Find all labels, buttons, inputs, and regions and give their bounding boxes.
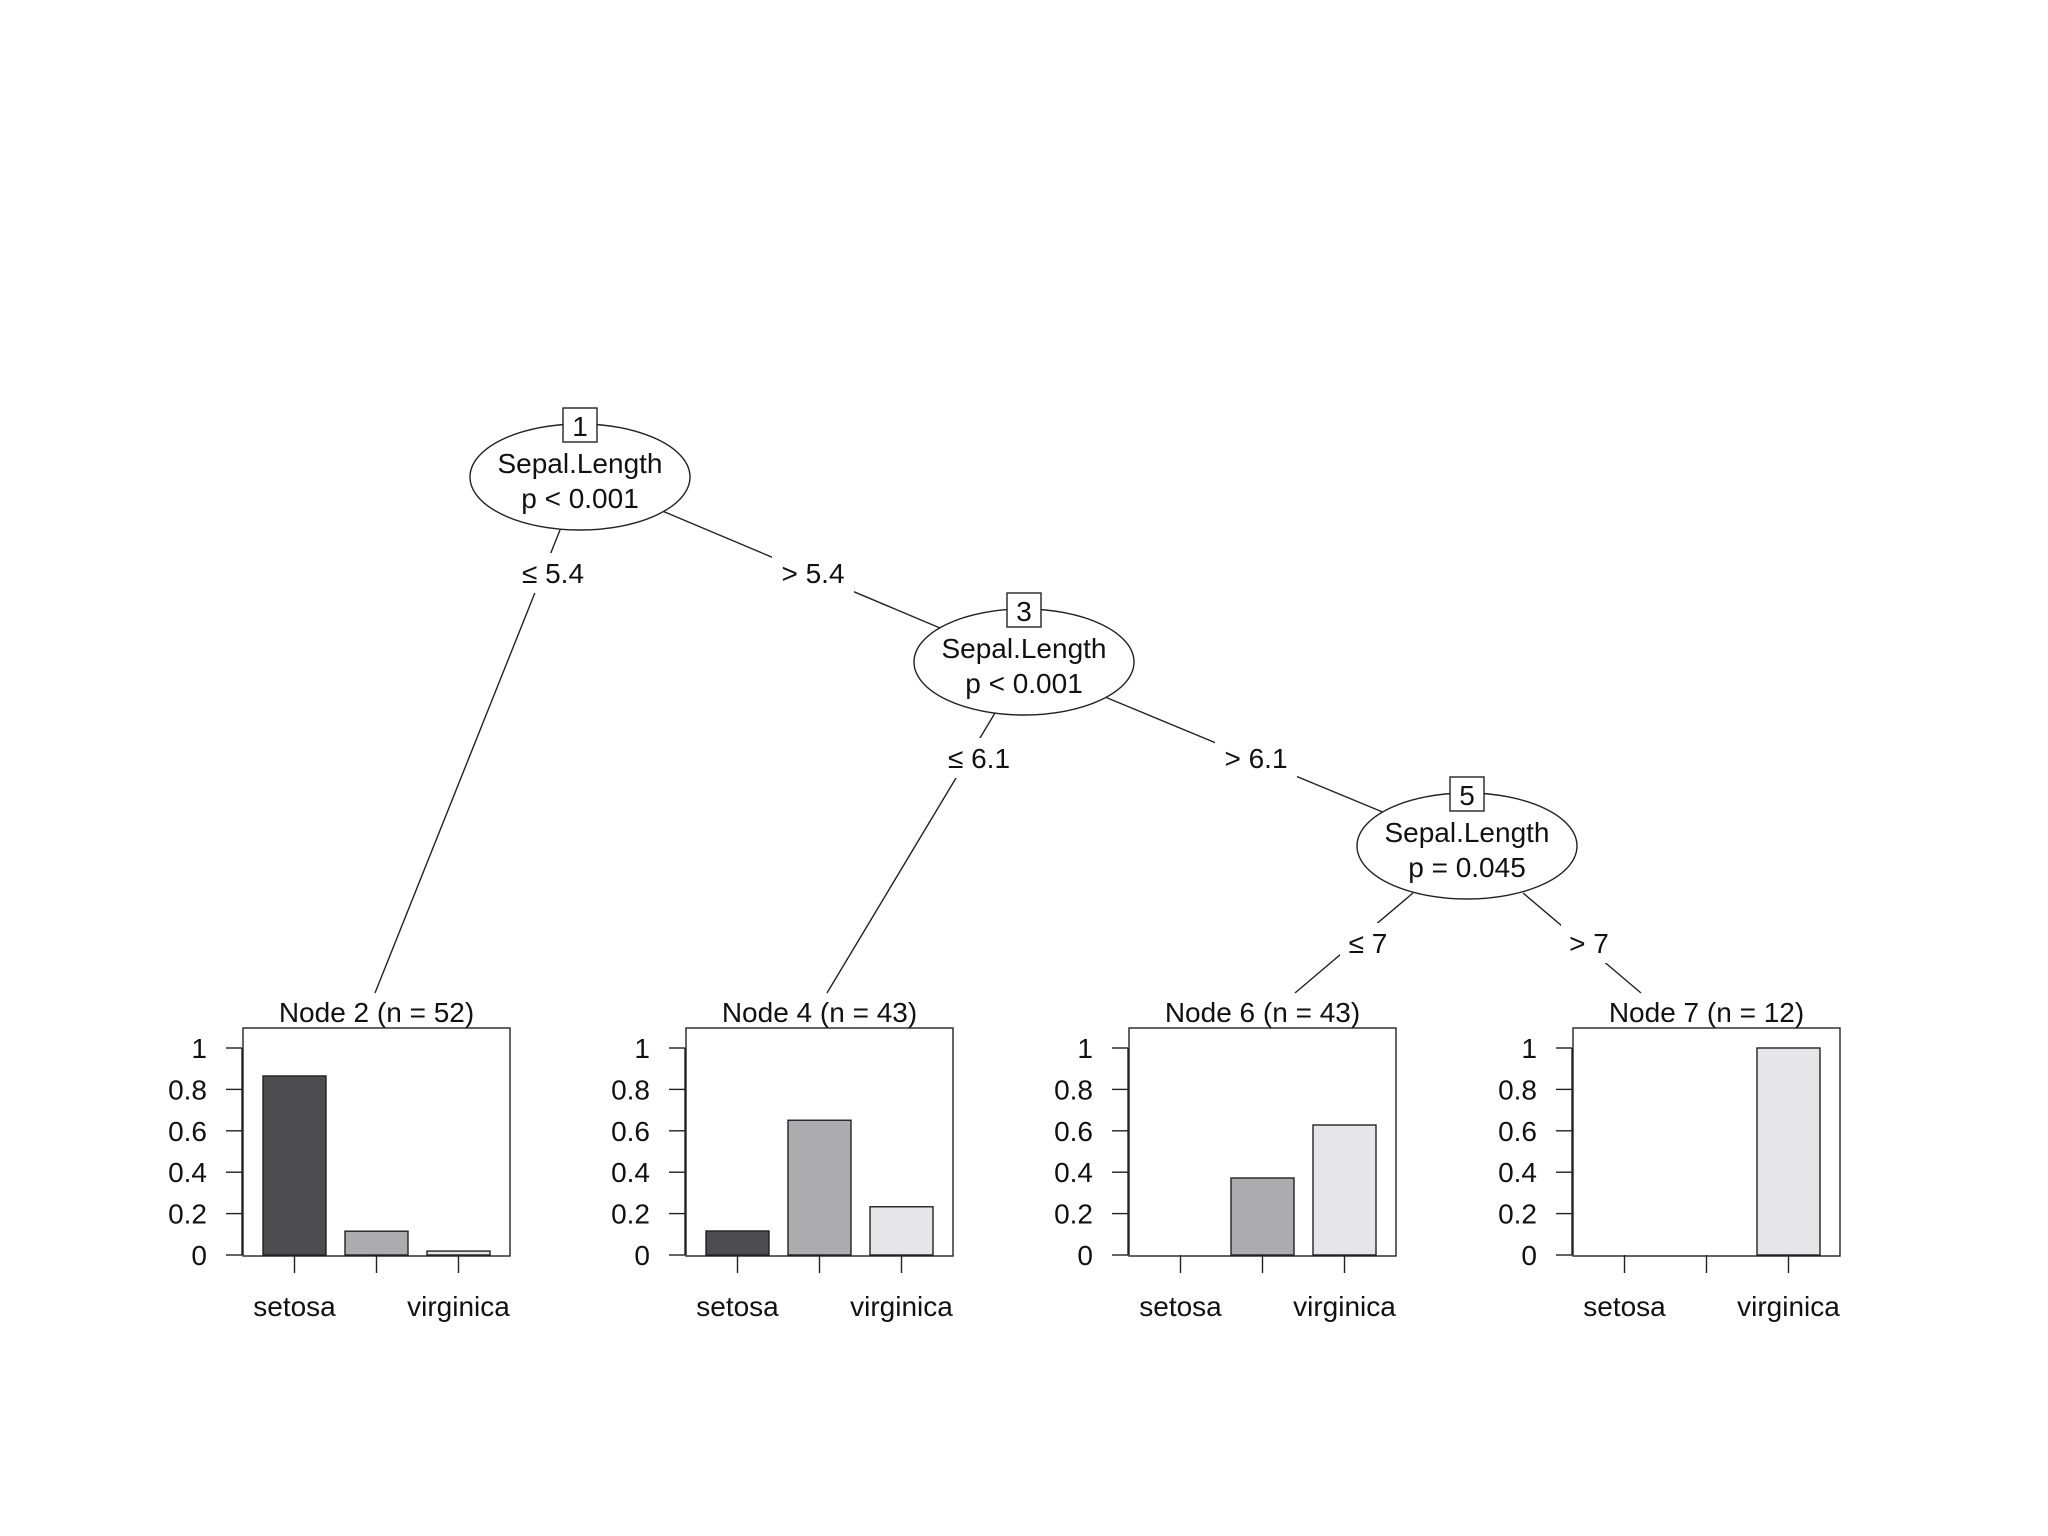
node-id: 3 (1016, 596, 1032, 627)
node-variable: Sepal.Length (941, 633, 1106, 664)
bar-setosa (705, 1230, 770, 1256)
node-id: 1 (572, 411, 588, 442)
bar-versicolor (1230, 1177, 1295, 1256)
x-tick-label-setosa: setosa (253, 1291, 336, 1322)
y-tick-label: 0.6 (1054, 1116, 1093, 1147)
y-tick-label: 0.2 (1498, 1199, 1537, 1230)
node-id-box (1006, 592, 1042, 628)
y-tick-label: 0 (1521, 1240, 1537, 1271)
terminal-node-4: Node 4 (n = 43) 0 0.2 0.4 0.6 0.8 1 setosa virgi… (611, 997, 954, 1322)
y-tick-label: 0.6 (168, 1116, 207, 1147)
y-tick-label: 0.8 (1498, 1074, 1537, 1105)
edge-label-5-6: ≤ 7 (1349, 928, 1388, 959)
y-tick-label: 0.2 (1054, 1199, 1093, 1230)
x-tick-label-virginica: virginica (1293, 1291, 1396, 1322)
bar-virginica (869, 1206, 934, 1256)
x-tick-label-setosa: setosa (1583, 1291, 1666, 1322)
y-tick-label: 0 (634, 1240, 650, 1271)
x-tick-label-virginica: virginica (407, 1291, 510, 1322)
node-title: Node 4 (n = 43) (722, 997, 917, 1028)
node-variable: Sepal.Length (1384, 817, 1549, 848)
node-id: 5 (1459, 780, 1475, 811)
y-tick-label: 0.4 (168, 1157, 207, 1188)
edge-label-5-7: > 7 (1569, 928, 1609, 959)
bar-virginica (1312, 1124, 1377, 1256)
terminal-node-panels: Node 2 (n = 52) 0 0.2 0.4 0.6 0.8 1 setosa virgi… (168, 997, 1841, 1322)
x-tick-label-virginica: virginica (1737, 1291, 1840, 1322)
y-tick-label: 0.8 (168, 1074, 207, 1105)
edge-1-2 (374, 529, 561, 994)
node-title: Node 7 (n = 12) (1609, 997, 1804, 1028)
node-id-box (562, 407, 598, 443)
y-tick-label: 0.4 (611, 1157, 650, 1188)
y-tick-label: 0.6 (1498, 1116, 1537, 1147)
y-tick-label: 1 (1077, 1033, 1093, 1064)
y-tick-label: 0.2 (611, 1199, 650, 1230)
inner-node-3: 3 Sepal.Length p < 0.001 (913, 592, 1135, 716)
bar-setosa (262, 1075, 327, 1256)
bar-versicolor (344, 1230, 409, 1256)
bar-versicolor (787, 1119, 852, 1256)
y-tick-label: 0 (1077, 1240, 1093, 1271)
node-pvalue: p < 0.001 (965, 668, 1083, 699)
y-tick-label: 0.6 (611, 1116, 650, 1147)
terminal-node-2: Node 2 (n = 52) 0 0.2 0.4 0.6 0.8 1 setosa virgi… (168, 997, 511, 1322)
terminal-node-6: Node 6 (n = 43) 0 0.2 0.4 0.6 0.8 1 setosa virgi… (1054, 997, 1397, 1322)
edge-label-3-4: ≤ 6.1 (948, 743, 1010, 774)
terminal-node-7: Node 7 (n = 12) 0 0.2 0.4 0.6 0.8 1 setosa virgi… (1498, 997, 1841, 1322)
node-pvalue: p = 0.045 (1408, 852, 1526, 883)
y-tick-label: 0 (191, 1240, 207, 1271)
y-tick-label: 0.4 (1498, 1157, 1537, 1188)
y-tick-label: 0.2 (168, 1199, 207, 1230)
bar-virginica (1756, 1047, 1821, 1256)
node-variable: Sepal.Length (497, 448, 662, 479)
y-tick-label: 0.4 (1054, 1157, 1093, 1188)
y-tick-label: 1 (1521, 1033, 1537, 1064)
x-tick-label-setosa: setosa (1139, 1291, 1222, 1322)
node-id-box (1449, 776, 1485, 812)
y-tick-label: 1 (634, 1033, 650, 1064)
y-tick-label: 1 (191, 1033, 207, 1064)
inner-node-5: 5 Sepal.Length p = 0.045 (1356, 776, 1578, 900)
node-title: Node 6 (n = 43) (1165, 997, 1360, 1028)
bar-virginica (426, 1250, 491, 1256)
node-pvalue: p < 0.001 (521, 483, 639, 514)
y-tick-label: 0.8 (1054, 1074, 1093, 1105)
inner-node-1: 1 Sepal.Length p < 0.001 (469, 407, 691, 531)
edge-label-1-2: ≤ 5.4 (522, 558, 584, 589)
edge-label-1-3: > 5.4 (781, 558, 844, 589)
node-title: Node 2 (n = 52) (279, 997, 474, 1028)
x-tick-label-setosa: setosa (696, 1291, 779, 1322)
y-tick-label: 0.8 (611, 1074, 650, 1105)
edge-labels: ≤ 5.4 > 5.4 ≤ 6.1 > 6.1 ≤ 7 > 7 (514, 553, 1617, 963)
edge-label-3-5: > 6.1 (1224, 743, 1287, 774)
x-tick-label-virginica: virginica (850, 1291, 953, 1322)
